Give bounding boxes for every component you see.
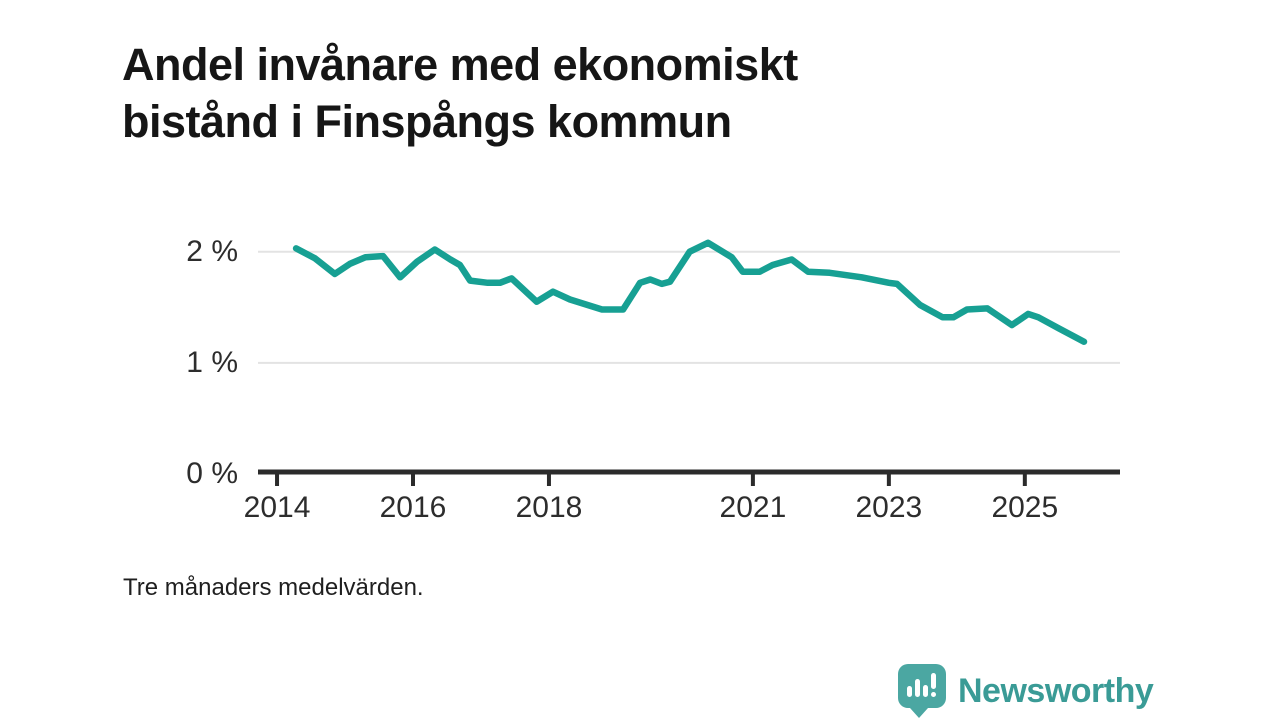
y-axis-tick-label: 0 % bbox=[186, 457, 238, 490]
newsworthy-logo: Newsworthy bbox=[898, 664, 1154, 718]
y-axis-tick-label: 1 % bbox=[186, 345, 238, 379]
x-axis-tick-label: 2023 bbox=[855, 491, 923, 524]
x-axis-tick-label: 2018 bbox=[515, 491, 583, 524]
page-title-line-2: bistånd i Finspångs kommun bbox=[122, 96, 732, 148]
line-series bbox=[292, 239, 1088, 345]
x-axis-tick-label: 2016 bbox=[379, 491, 447, 524]
page-title: Andel invånare med ekonomiskt bistånd i … bbox=[122, 36, 798, 150]
x-axis-tick-label: 2025 bbox=[991, 491, 1059, 524]
x-axis-tick-label: 2021 bbox=[719, 491, 787, 524]
y-axis-tick-label: 2 % bbox=[186, 234, 238, 268]
newsworthy-speech-bubble-chart-icon bbox=[898, 664, 946, 718]
footnote: Tre månaders medelvärden. bbox=[123, 574, 424, 601]
newsworthy-logo-text: Newsworthy bbox=[958, 671, 1154, 710]
x-axis-tick-label: 2014 bbox=[243, 491, 311, 524]
page-title-line-1: Andel invånare med ekonomiskt bbox=[122, 39, 798, 91]
